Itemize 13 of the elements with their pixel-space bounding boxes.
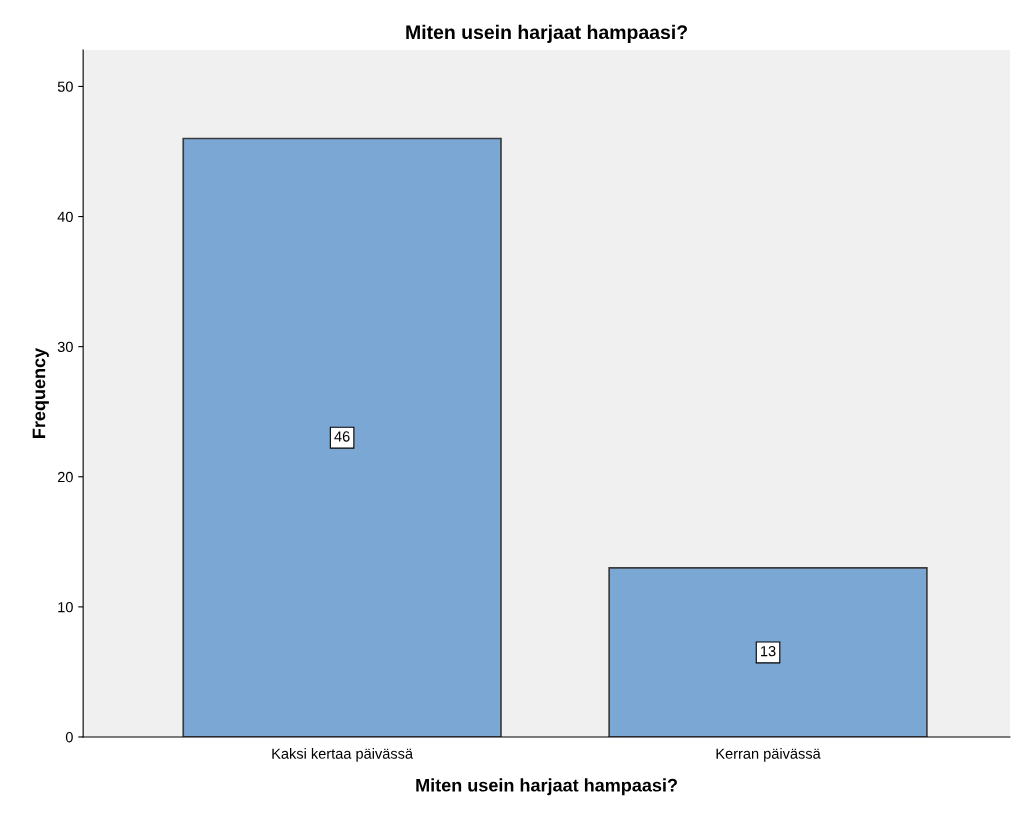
x-axis-title: Miten usein harjaat hampaasi? [416,778,677,796]
x-tick-label: Kaksi kertaa päivässä [272,748,414,762]
y-tick-label: 10 [58,601,73,613]
data-label: 46 [334,431,350,442]
chart-title: Miten usein harjaat hampaasi? [406,24,687,43]
y-tick-label: 20 [57,471,73,483]
x-tick-label: Kerran päivässä [716,748,821,762]
y-tick-label: 0 [65,732,73,743]
y-tick-label: 50 [57,81,73,92]
data-label: 13 [761,646,776,657]
y-tick-label: 30 [57,341,73,353]
y-axis-title: Frequency [32,347,49,438]
y-tick-label: 40 [57,211,73,222]
